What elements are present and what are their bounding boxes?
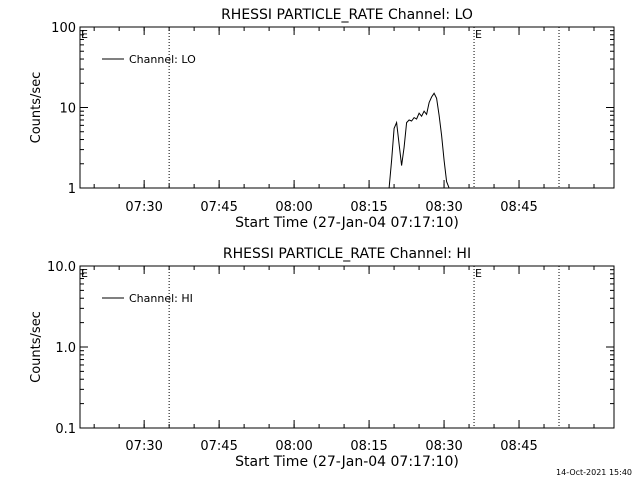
y-tick-label: 10	[59, 102, 76, 117]
y-tick-label: 1	[68, 182, 76, 197]
chart-title: RHESSI PARTICLE_RATE Channel: HI	[223, 246, 471, 262]
event-marker-label: E	[81, 267, 88, 280]
x-tick-label: 08:15	[350, 439, 387, 454]
x-tick-label: 08:30	[425, 200, 462, 215]
x-axis-label: Start Time (27-Jan-04 07:17:10)	[235, 215, 459, 231]
x-axis-label: Start Time (27-Jan-04 07:17:10)	[235, 454, 459, 470]
x-tick-label: 08:30	[425, 439, 462, 454]
event-marker-label: E	[81, 28, 88, 41]
y-axis-label: Counts/sec	[29, 311, 44, 383]
x-tick-label: 07:30	[125, 200, 162, 215]
plot-frame	[79, 265, 615, 429]
x-tick-label: 07:45	[200, 439, 237, 454]
x-tick-label: 07:45	[200, 200, 237, 215]
event-marker-label: E	[475, 267, 482, 280]
x-tick-label: 08:00	[275, 439, 312, 454]
x-tick-label: 08:45	[500, 200, 537, 215]
plot-frame	[79, 26, 615, 189]
y-tick-label: 100	[51, 21, 76, 36]
y-axis-label: Counts/sec	[29, 72, 44, 144]
y-tick-label: 1.0	[55, 341, 76, 356]
y-tick-label: 0.1	[55, 422, 76, 437]
legend-label: Channel: HI	[129, 292, 193, 305]
x-tick-label: 07:30	[125, 439, 162, 454]
event-marker-label: E	[475, 28, 482, 41]
y-tick-label: 10.0	[47, 260, 76, 275]
legend-label: Channel: LO	[129, 53, 196, 66]
timestamp-footer: 14-Oct-2021 15:40	[556, 468, 632, 477]
x-tick-label: 08:00	[275, 200, 312, 215]
chart-title: RHESSI PARTICLE_RATE Channel: LO	[221, 7, 473, 23]
x-tick-label: 08:45	[500, 439, 537, 454]
x-tick-label: 08:15	[350, 200, 387, 215]
series-line	[388, 92, 450, 189]
